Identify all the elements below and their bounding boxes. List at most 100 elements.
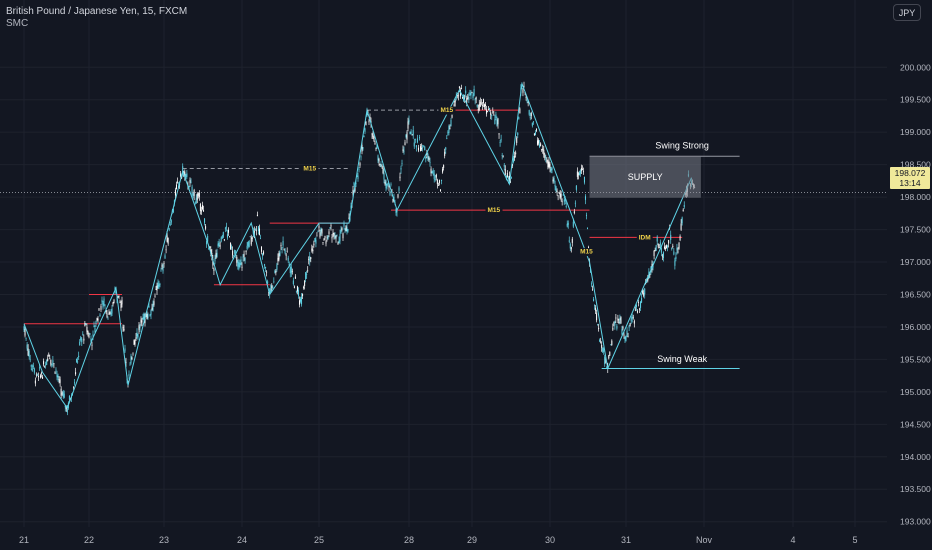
candle-body (329, 227, 331, 229)
candle-body (174, 189, 176, 196)
candle-body (660, 248, 662, 253)
candle-body (502, 156, 504, 158)
candle-body (293, 286, 295, 288)
structure-labels: M15 M15 M15 M15 IDM Swing Strong Swing Weak (301, 106, 709, 364)
candle-body (278, 253, 280, 260)
candle-body (230, 242, 232, 250)
candle-body (461, 88, 462, 89)
candle-body (135, 337, 137, 340)
candle-body (172, 208, 174, 213)
candle-body (196, 193, 198, 200)
candle-body (155, 289, 157, 290)
candle-body (519, 108, 521, 114)
candle-body (504, 169, 506, 176)
candle-body (124, 348, 126, 352)
candle-body (81, 338, 83, 343)
candle-body (84, 322, 86, 327)
candle-body (374, 142, 376, 144)
candle-body (140, 319, 142, 324)
candle-body (308, 258, 310, 261)
candle-body (643, 292, 645, 296)
candle-body (434, 179, 436, 180)
candle-body (480, 102, 482, 104)
structure-label: IDM (639, 234, 651, 241)
supply-zone-label: SUPPLY (628, 172, 663, 182)
candle-body (225, 226, 227, 228)
candle-body (262, 253, 264, 256)
candle-body (343, 223, 345, 227)
candle-body (318, 225, 320, 229)
candle-body (282, 240, 284, 246)
candle-body (425, 156, 427, 160)
candle-body (608, 355, 610, 359)
candle-body (231, 246, 233, 248)
candle-body (277, 257, 279, 262)
price-tick-label: 197.500 (900, 225, 931, 235)
candle-body (216, 252, 218, 257)
structure-label: M15 (488, 207, 501, 214)
symbol-title[interactable]: British Pound / Japanese Yen, 15, FXCM (6, 6, 188, 17)
candle-body (444, 151, 446, 156)
candle-body (175, 184, 177, 190)
candle-body (513, 158, 515, 163)
candle-body (336, 235, 338, 237)
candle-body (41, 372, 43, 374)
candle-body (198, 192, 200, 197)
candle-body (506, 173, 508, 178)
candle-body (527, 102, 529, 103)
candle-body (681, 217, 683, 224)
candle-body (372, 134, 374, 137)
candle-body (85, 324, 87, 325)
candle-body (679, 236, 681, 241)
candle-body (246, 245, 248, 249)
candle-body (464, 97, 466, 99)
price-tick-label: 198.500 (900, 160, 931, 170)
candle-body (76, 358, 78, 362)
candle-body (542, 148, 544, 151)
candle-body (512, 164, 514, 166)
candle-body (120, 303, 122, 308)
candle-body (169, 224, 171, 226)
candle-body (324, 235, 326, 239)
candle-body (276, 264, 278, 270)
candle-body (581, 169, 583, 171)
candle-body (654, 249, 656, 252)
candle-body (668, 240, 670, 244)
indicator-label[interactable]: SMC (6, 18, 29, 29)
candle-body (594, 304, 596, 306)
candle-body (291, 271, 293, 272)
candle-body (93, 325, 95, 328)
candle-body (599, 339, 601, 342)
candle-body (593, 299, 595, 301)
swing-label: Swing Weak (657, 354, 707, 364)
candle-body (37, 375, 39, 378)
candle-body (159, 284, 161, 285)
currency-button[interactable]: JPY (893, 4, 921, 21)
candle-body (317, 230, 319, 232)
candle-body (673, 251, 675, 255)
candle-body (576, 171, 578, 177)
candle-body (296, 286, 298, 292)
candle-body (335, 235, 337, 239)
candle-body (190, 181, 192, 183)
candle-body (170, 220, 172, 223)
candle-body (134, 340, 136, 345)
time-tick-label: 24 (237, 535, 247, 545)
price-tick-label: 193.000 (900, 517, 931, 527)
candle-body (531, 122, 533, 126)
candle-body (497, 118, 499, 125)
candle-body (264, 264, 266, 266)
candle-body (245, 250, 247, 253)
candle-body (98, 308, 100, 311)
candle-body (532, 121, 534, 123)
candle-body (485, 104, 487, 106)
candle-body (163, 262, 165, 265)
candle-body (672, 245, 674, 248)
candle-body (441, 179, 443, 181)
candle-body (637, 302, 639, 303)
candle-body (121, 299, 123, 305)
candle-body (295, 290, 297, 292)
candle-body (239, 263, 241, 268)
candle-body (629, 323, 631, 326)
